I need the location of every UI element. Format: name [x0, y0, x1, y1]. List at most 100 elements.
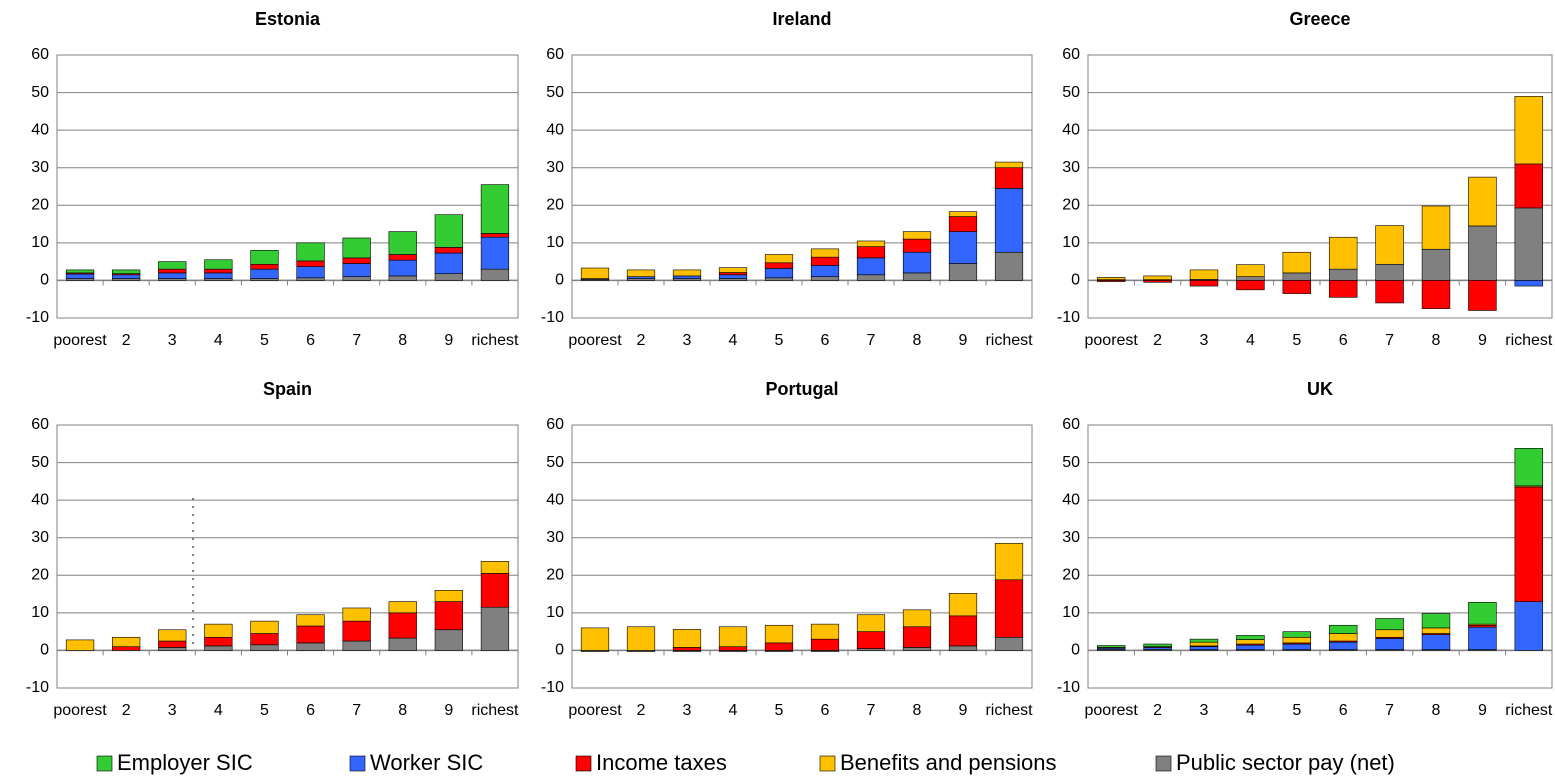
- bar-segment: [158, 268, 187, 274]
- bar-segment: [388, 254, 417, 261]
- bar-segment: [158, 272, 187, 279]
- x-tick-label: 7: [352, 702, 361, 719]
- bar-segment: [856, 614, 886, 632]
- x-tick-label: 3: [168, 332, 177, 349]
- x-tick-label: 9: [1478, 702, 1487, 719]
- bar-segment: [948, 263, 978, 281]
- bar-segment: [342, 607, 371, 622]
- y-tick-label: 10: [546, 234, 564, 251]
- x-tick-label: 4: [1246, 332, 1255, 349]
- bar-segment: [388, 612, 417, 639]
- bar-segment: [1421, 613, 1451, 629]
- bar-segment: [902, 238, 932, 253]
- bar-segment: [1282, 272, 1312, 281]
- bar-segment: [1468, 626, 1497, 650]
- x-tick-label: 2: [637, 702, 646, 719]
- bar-segment: [434, 601, 463, 631]
- bar-segment: [1236, 264, 1265, 277]
- plot-frame: [571, 54, 1033, 319]
- bar-segment: [1143, 643, 1172, 647]
- bar-segment: [1468, 602, 1497, 625]
- bar-segment: [1282, 251, 1312, 274]
- bar-segment: [158, 261, 187, 270]
- bar-segment: [902, 251, 932, 274]
- bar-segment: [65, 269, 95, 274]
- bar-segment: [1514, 447, 1544, 487]
- bar-segment: [1375, 263, 1404, 281]
- bar-segment: [1189, 646, 1219, 650]
- bar-segment: [1514, 207, 1544, 281]
- x-tick-label: 6: [306, 702, 315, 719]
- bar-segment: [1096, 277, 1126, 280]
- bar-segment: [994, 161, 1024, 169]
- bar-segment: [1328, 236, 1358, 270]
- bar-segment: [1514, 601, 1544, 651]
- bar-segment: [204, 636, 233, 647]
- y-tick-label: 40: [546, 121, 564, 138]
- bar-segment: [994, 543, 1024, 581]
- plot-frame: [1087, 424, 1553, 689]
- bar-segment: [250, 263, 279, 270]
- x-tick-label: 7: [867, 702, 876, 719]
- bar-segment: [1236, 639, 1265, 645]
- bar-segment: [204, 623, 233, 638]
- bar-segment: [250, 644, 279, 651]
- plot-frame: [1087, 54, 1553, 319]
- x-tick-label: 5: [775, 332, 784, 349]
- x-tick-label: 8: [913, 702, 922, 719]
- bar-segment: [1375, 225, 1404, 265]
- bar-segment: [388, 601, 417, 614]
- y-tick-label: 20: [31, 197, 49, 214]
- y-tick-label: 0: [40, 272, 49, 289]
- y-tick-label: -10: [541, 309, 564, 326]
- bar-segment: [1421, 280, 1451, 309]
- bar-segment: [1189, 280, 1219, 287]
- bar-segment: [1096, 280, 1126, 282]
- x-tick-label: 3: [683, 702, 692, 719]
- x-tick-label: richest: [985, 702, 1033, 719]
- x-tick-label: 9: [959, 702, 968, 719]
- bar-segment: [342, 620, 371, 642]
- bar-segment: [1282, 636, 1312, 644]
- x-tick-label: 8: [913, 332, 922, 349]
- legend-swatch: [1155, 755, 1172, 772]
- bar-segment: [672, 647, 702, 651]
- y-tick-label: 0: [555, 642, 564, 659]
- bar-segment: [158, 647, 187, 651]
- x-tick-label: 3: [1200, 702, 1209, 719]
- y-tick-label: 30: [1062, 529, 1080, 546]
- x-tick-label: 5: [260, 702, 269, 719]
- bar-segment: [1468, 176, 1497, 227]
- x-tick-label: richest: [1505, 702, 1553, 719]
- y-tick-label: 10: [31, 234, 49, 251]
- bar-segment: [296, 242, 325, 262]
- bar-segment: [1375, 280, 1404, 304]
- bar-segment: [388, 231, 417, 255]
- bar-segment: [994, 251, 1024, 281]
- bar-segment: [580, 627, 610, 651]
- x-tick-label: poorest: [53, 332, 107, 349]
- bar-segment: [856, 246, 886, 259]
- bar-segment: [626, 626, 656, 651]
- y-tick-label: 20: [1062, 567, 1080, 584]
- legend-text: Income taxes: [596, 750, 727, 775]
- bar-segment: [65, 639, 95, 651]
- bar-segment: [856, 240, 886, 247]
- y-tick-label: 40: [546, 491, 564, 508]
- bar-segment: [994, 636, 1024, 651]
- x-tick-label: 2: [637, 332, 646, 349]
- bar-segment: [296, 260, 325, 267]
- x-tick-label: 9: [1478, 332, 1487, 349]
- bar-segment: [388, 275, 417, 281]
- bar-segment: [856, 631, 886, 649]
- bar-segment: [158, 629, 187, 642]
- y-tick-label: 60: [1062, 416, 1080, 433]
- bar-segment: [902, 647, 932, 651]
- x-tick-label: poorest: [53, 702, 107, 719]
- y-tick-label: -10: [1057, 309, 1080, 326]
- bar-segment: [1514, 486, 1544, 602]
- bar-segment: [810, 248, 840, 258]
- bar-segment: [948, 615, 978, 647]
- y-tick-label: 10: [1062, 234, 1080, 251]
